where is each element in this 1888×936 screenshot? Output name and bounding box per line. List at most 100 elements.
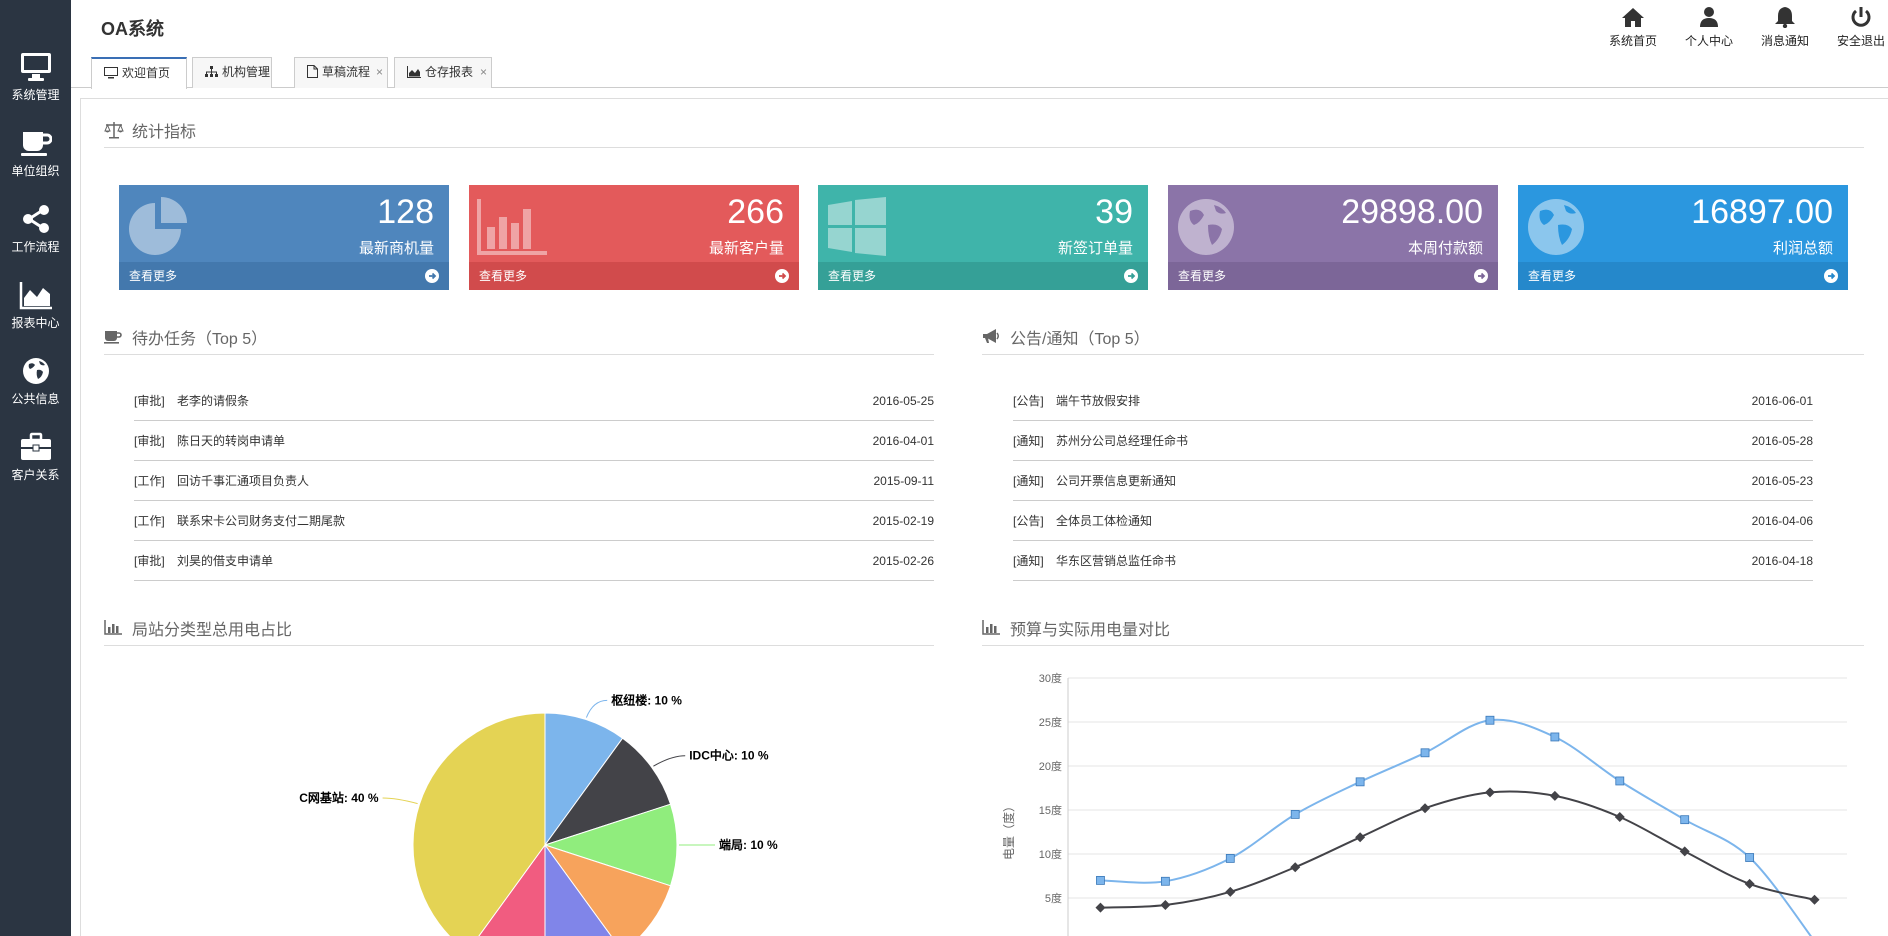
data-point[interactable] — [1809, 894, 1820, 905]
tab-warehouse-report[interactable]: 仓存报表 × — [394, 57, 492, 88]
sidebar-item-crm[interactable]: 客户关系 — [0, 432, 71, 492]
series-line — [1100, 790, 1815, 909]
tab-org-management[interactable]: 机构管理 × — [192, 57, 272, 88]
data-point[interactable] — [1420, 748, 1430, 758]
notifications-button[interactable]: 消息通知 — [1750, 6, 1820, 49]
data-point[interactable] — [1096, 875, 1105, 885]
tab-label: 草稿流程 — [322, 65, 371, 79]
data-point[interactable] — [1290, 809, 1300, 819]
sidebar-item-label: 客户关系 — [11, 468, 60, 482]
item-title[interactable]: 苏州分公司总经理任命书 — [1056, 434, 1189, 448]
system-home-button[interactable]: 系统首页 — [1598, 6, 1668, 49]
list-item[interactable]: [审批] 刘昊的借支申请单 2015-02-26 — [134, 541, 934, 581]
list-item[interactable]: [审批] 老李的请假条 2016-05-25 — [134, 381, 934, 421]
stat-card-customers[interactable]: 266 最新客户量 查看更多 — [469, 185, 799, 290]
item-title[interactable]: 陈日天的转岗申请单 — [177, 434, 286, 448]
data-point[interactable] — [1550, 732, 1560, 742]
globe-icon — [22, 358, 49, 384]
view-more-link[interactable]: 查看更多 — [469, 262, 799, 290]
data-point[interactable] — [1225, 886, 1236, 897]
sidebar-item-label: 单位组织 — [11, 164, 60, 178]
stat-card-weekly-payment[interactable]: 29898.00 本周付款额 查看更多 — [1168, 185, 1498, 290]
pie-slice[interactable] — [543, 737, 672, 846]
stat-card-opportunities[interactable]: 128 最新商机量 查看更多 — [119, 185, 449, 290]
sidebar-item-workflow[interactable]: 工作流程 — [0, 204, 71, 264]
pie-slice[interactable] — [543, 803, 678, 887]
close-icon[interactable]: × — [259, 65, 267, 79]
item-title[interactable]: 华东区营销总监任命书 — [1056, 554, 1177, 568]
pie-slice[interactable] — [412, 712, 546, 936]
data-point[interactable] — [1679, 846, 1690, 857]
data-point[interactable] — [1160, 876, 1170, 886]
data-point[interactable] — [1744, 878, 1755, 889]
item-title[interactable]: 回访千事汇通项目负责人 — [177, 474, 310, 488]
item-title[interactable]: 刘昊的借支申请单 — [177, 554, 274, 568]
pie-chart-icon — [129, 197, 187, 255]
data-point[interactable] — [1160, 900, 1171, 911]
logout-button[interactable]: 安全退出 — [1826, 6, 1888, 49]
data-point[interactable] — [1615, 776, 1625, 786]
globe-icon — [1528, 199, 1584, 255]
data-point[interactable] — [1485, 715, 1495, 725]
stats-section-header: 统计指标 — [104, 118, 1864, 148]
pie-data-label: C网基站: 40 % — [299, 790, 379, 805]
view-more-link[interactable]: 查看更多 — [1518, 262, 1848, 290]
data-point[interactable] — [1549, 790, 1560, 801]
app-title: OA系统 — [101, 19, 164, 39]
item-title[interactable]: 老李的请假条 — [177, 394, 250, 408]
y-tick-label: 10度 — [1039, 847, 1062, 861]
stat-card-profit[interactable]: 16897.00 利润总额 查看更多 — [1518, 185, 1848, 290]
close-icon[interactable]: × — [375, 65, 383, 79]
pie-slice[interactable] — [544, 712, 624, 847]
list-item[interactable]: [通知] 苏州分公司总经理任命书 2016-05-28 — [1013, 421, 1813, 461]
pie-connector — [382, 797, 418, 805]
data-point[interactable] — [1290, 862, 1301, 873]
data-point[interactable] — [1095, 902, 1106, 913]
list-item[interactable]: [工作] 回访千事汇通项目负责人 2015-09-11 — [134, 461, 934, 501]
item-date: 2016-04-18 — [1751, 554, 1813, 568]
pie-slice[interactable] — [544, 843, 623, 936]
y-axis-label: 电量（度） — [1001, 800, 1016, 860]
pie-slice[interactable] — [543, 844, 672, 936]
list-item[interactable]: [工作] 联系宋卡公司财务支付二期尾款 2015-02-19 — [134, 501, 934, 541]
tab-draft-workflow[interactable]: 草稿流程 × — [294, 57, 388, 88]
tab-label: 欢迎首页 — [122, 66, 171, 80]
stat-card-orders[interactable]: 39 新签订单量 查看更多 — [818, 185, 1148, 290]
item-date: 2016-05-28 — [1751, 434, 1813, 448]
view-more-link[interactable]: 查看更多 — [119, 262, 449, 290]
close-icon[interactable]: × — [479, 65, 487, 79]
data-point[interactable] — [1484, 787, 1495, 798]
tool-label: 消息通知 — [1760, 34, 1809, 48]
item-title[interactable]: 全体员工体检通知 — [1056, 514, 1153, 528]
list-item[interactable]: [审批] 陈日天的转岗申请单 2016-04-01 — [134, 421, 934, 461]
tab-welcome[interactable]: 欢迎首页 — [91, 57, 187, 89]
sidebar: 系统管理 单位组织 工作流程 报表中心 公共信息 — [0, 0, 71, 936]
item-title[interactable]: 公司开票信息更新通知 — [1056, 474, 1177, 488]
pie-chart: 枢纽楼: 10 % IDC中心: 10 % 端局: 10 % C网基站: 40 % — [220, 690, 800, 936]
data-point[interactable] — [1614, 812, 1625, 823]
view-more-link[interactable]: 查看更多 — [1168, 262, 1498, 290]
item-type: [审批] — [134, 394, 165, 408]
data-point[interactable] — [1355, 832, 1366, 843]
power-icon — [1851, 7, 1871, 27]
data-point[interactable] — [1355, 777, 1365, 787]
data-point[interactable] — [1680, 815, 1690, 825]
item-date: 2015-02-19 — [872, 514, 934, 528]
sidebar-item-reports[interactable]: 报表中心 — [0, 280, 71, 340]
sidebar-item-system[interactable]: 系统管理 — [0, 52, 71, 112]
sidebar-item-org[interactable]: 单位组织 — [0, 128, 71, 188]
item-title[interactable]: 端午节放假安排 — [1056, 394, 1141, 408]
list-item[interactable]: [公告] 全体员工体检通知 2016-04-06 — [1013, 501, 1813, 541]
data-point[interactable] — [1745, 853, 1755, 862]
personal-center-button[interactable]: 个人中心 — [1674, 6, 1744, 49]
sidebar-item-public[interactable]: 公共信息 — [0, 356, 71, 416]
item-title[interactable]: 联系宋卡公司财务支付二期尾款 — [177, 514, 346, 528]
view-more-link[interactable]: 查看更多 — [818, 262, 1148, 290]
list-item[interactable]: [通知] 华东区营销总监任命书 2016-04-18 — [1013, 541, 1813, 581]
area-chart-icon — [19, 282, 52, 310]
list-item[interactable]: [通知] 公司开票信息更新通知 2016-05-23 — [1013, 461, 1813, 501]
list-item[interactable]: [公告] 端午节放假安排 2016-06-01 — [1013, 381, 1813, 421]
data-point[interactable] — [1420, 803, 1431, 814]
data-point[interactable] — [1225, 853, 1235, 863]
